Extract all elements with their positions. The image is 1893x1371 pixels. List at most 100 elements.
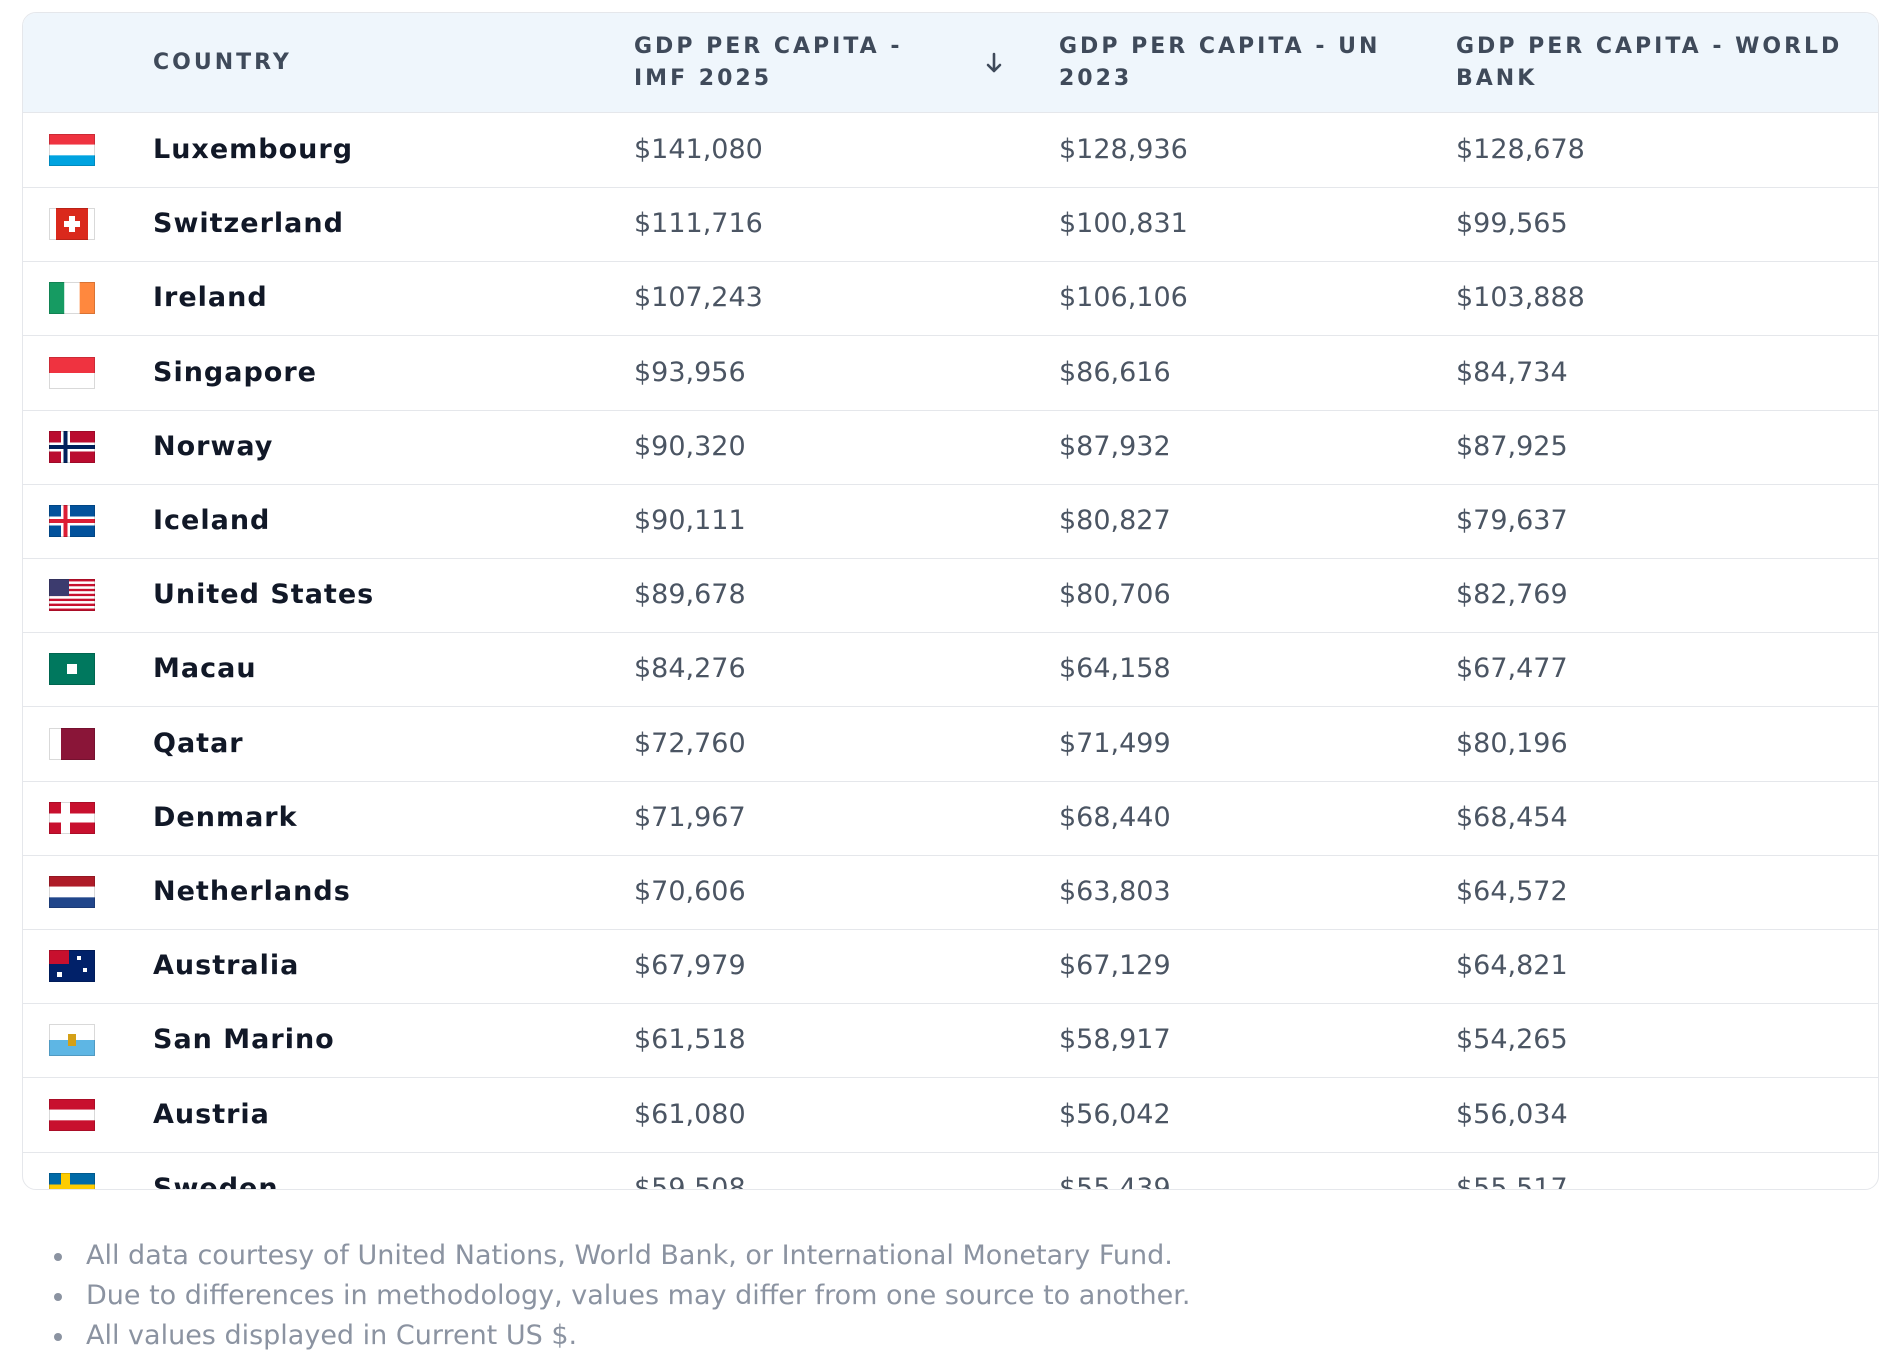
flag-part (49, 372, 95, 389)
flag-part (49, 586, 95, 590)
flag-part (49, 144, 95, 156)
wb-value: $79,637 (1456, 505, 1568, 536)
table-row: Sweden $59,508 $55,439 $55,517 (23, 1152, 1878, 1190)
flag-part (49, 1119, 95, 1131)
column-header[interactable]: GDP PER CAPITA - UN 2023 (1059, 34, 1381, 91)
table-row: Switzerland $111,716 $100,831 $99,565 (23, 187, 1878, 263)
country-name: Singapore (153, 356, 317, 388)
country-name: Macau (153, 653, 257, 685)
flag-part (49, 581, 95, 585)
flag-part (83, 968, 87, 973)
wb-value: $56,034 (1456, 1098, 1568, 1130)
un-value: $58,917 (1059, 1024, 1171, 1056)
flag-part (49, 1040, 95, 1057)
arrow-shape (986, 52, 1002, 73)
flag-part (49, 134, 95, 145)
country-name: Ireland (153, 282, 268, 314)
flag-border (49, 282, 95, 315)
column-header[interactable]: GDP PER CAPITA - IMF 2025 (634, 34, 903, 91)
flag-border (49, 1172, 95, 1189)
wb-value: $103,888 (1456, 282, 1585, 314)
flag-part (49, 579, 95, 582)
imf-value: $90,111 (634, 505, 746, 536)
imf-value: $111,716 (634, 208, 763, 240)
imf-value: $89,678 (634, 579, 746, 611)
wb-value: $87,925 (1456, 430, 1568, 462)
note: All data courtesy of United Nations, Wor… (0, 1236, 1190, 1276)
un-value: $71,499 (1059, 727, 1171, 759)
flag-part (49, 1098, 95, 1110)
un-value: $106,106 (1059, 282, 1188, 314)
note: Due to differences in methodology, value… (0, 1276, 1190, 1316)
flag-part (67, 664, 77, 675)
column-header[interactable]: GDP PER CAPITA - WORLD BANK (1456, 34, 1843, 91)
flag-border (49, 653, 95, 686)
imf-value: $84,276 (634, 653, 746, 685)
flag-icon (49, 950, 95, 983)
flag-part (57, 972, 62, 978)
flag-border (49, 876, 95, 908)
flag-part (49, 601, 95, 604)
column-header[interactable]: COUNTRY (153, 50, 292, 75)
flag-part (49, 598, 95, 602)
un-value: $128,936 (1059, 134, 1188, 165)
table-row: Norway $90,320 $87,932 $87,925 (23, 410, 1878, 485)
table-row: Australia $67,979 $67,129 $64,821 (23, 929, 1878, 1005)
flag-part (49, 1184, 95, 1189)
country-name: Austria (153, 1098, 270, 1130)
un-value: $55,439 (1059, 1172, 1171, 1190)
flag-icon (49, 208, 95, 241)
flag-part (49, 579, 69, 597)
flag-icon (49, 1024, 95, 1057)
flag-part (49, 876, 95, 887)
table-row: Qatar $72,760 $71,499 $80,196 (23, 707, 1878, 782)
table-row: Denmark $71,967 $68,440 $68,454 (23, 781, 1878, 856)
table: COUNTRY GDP PER CAPITA - IMF 2025 GDP PE… (22, 12, 1879, 1190)
wb-value: $84,734 (1456, 356, 1568, 388)
flag-part (49, 589, 95, 592)
flag-icon (49, 356, 95, 389)
flag-icon (49, 579, 95, 612)
wb-value: $82,769 (1456, 579, 1568, 611)
country-name: United States (153, 579, 375, 611)
flag-icon (49, 1172, 95, 1189)
wb-value: $64,821 (1456, 950, 1568, 982)
flag-part (49, 606, 95, 609)
flag-part (77, 956, 81, 961)
country-name: Switzerland (153, 208, 344, 240)
imf-value: $93,956 (634, 356, 746, 388)
imf-value: $70,606 (634, 876, 746, 907)
table-row: United States $89,678 $80,706 $82,769 (23, 558, 1878, 634)
wb-value: $68,454 (1456, 801, 1568, 833)
imf-value: $67,979 (634, 950, 746, 982)
flag-part (49, 603, 95, 607)
sort-arrow-icon[interactable] (985, 51, 1003, 75)
flag-part (49, 593, 95, 597)
imf-value: $61,080 (634, 1098, 746, 1130)
country-name: Denmark (153, 801, 298, 833)
flag-icon (49, 1098, 95, 1131)
note: All values displayed in Current US $. (0, 1316, 1190, 1356)
flag-icon (49, 134, 95, 166)
table-header: COUNTRY GDP PER CAPITA - IMF 2025 GDP PE… (23, 13, 1878, 113)
flag-part (49, 813, 95, 823)
flag-part (64, 221, 80, 228)
flag-part (49, 596, 95, 599)
wb-value: $54,265 (1456, 1024, 1568, 1056)
un-value: $68,440 (1059, 801, 1171, 833)
flag-border (49, 1024, 95, 1057)
flag-border (49, 727, 95, 760)
flag-icon (49, 876, 95, 908)
imf-value: $107,243 (634, 282, 763, 314)
flag-part (49, 608, 95, 612)
country-name: Netherlands (153, 876, 351, 907)
wb-value: $67,477 (1456, 653, 1568, 685)
flag-icon (49, 653, 95, 686)
country-name: San Marino (153, 1024, 335, 1056)
table-row: Luxembourg $141,080 $128,936 $128,678 (23, 113, 1878, 188)
notes-list: All data courtesy of United Nations, Wor… (0, 1236, 1190, 1356)
un-value: $87,932 (1059, 430, 1171, 462)
imf-value: $59,508 (634, 1172, 746, 1190)
flag-part (49, 591, 95, 594)
